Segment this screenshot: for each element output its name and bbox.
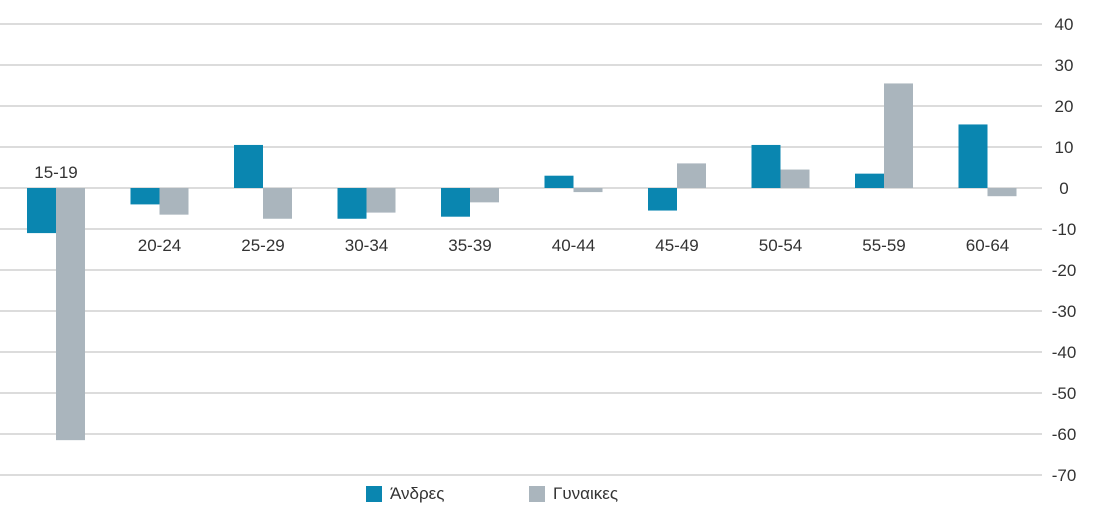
bar-men-55-59 [855, 173, 884, 188]
y-tick-label: -30 [1052, 302, 1077, 321]
category-label: 45-49 [655, 236, 698, 255]
category-labels: 15-19 20-24 25-29 30-34 35-39 40-44 45-49 50-54… [34, 163, 1009, 255]
legend-swatch-women [529, 486, 545, 502]
bar-women-35-39 [470, 188, 499, 203]
category-label: 20-24 [138, 236, 181, 255]
bar-men-30-34 [337, 188, 367, 219]
bar-men-50-54 [751, 144, 781, 188]
y-tick-label: 30 [1055, 56, 1074, 75]
bars [27, 83, 1017, 441]
y-tick-label: 20 [1055, 97, 1074, 116]
legend-label-men: Άνδρες [390, 484, 445, 503]
bar-men-40-44 [544, 175, 574, 188]
y-tick-label: 0 [1059, 179, 1068, 198]
legend-label-women: Γυναικες [553, 484, 619, 503]
bar-women-45-49 [677, 163, 706, 188]
bar-women-30-34 [366, 188, 396, 213]
legend: Άνδρες Γυναικες [0, 484, 1101, 508]
bar-men-15-19 [27, 188, 56, 234]
y-tick-label: -50 [1052, 384, 1077, 403]
y-tick-label: -10 [1052, 220, 1077, 239]
legend-swatch-men [366, 486, 382, 502]
y-tick-label: -60 [1052, 425, 1077, 444]
category-label: 15-19 [34, 163, 77, 182]
y-tick-label: 40 [1055, 15, 1074, 34]
bar-men-20-24 [130, 188, 160, 205]
category-label: 30-34 [345, 236, 388, 255]
bar-men-60-64 [958, 124, 988, 188]
category-label: 60-64 [966, 236, 1009, 255]
category-label: 50-54 [759, 236, 802, 255]
bar-women-20-24 [159, 188, 189, 215]
bar-women-55-59 [884, 83, 913, 188]
bar-women-50-54 [780, 169, 810, 188]
y-tick-label: -20 [1052, 261, 1077, 280]
bar-women-25-29 [263, 188, 292, 219]
y-tick-label: 10 [1055, 138, 1074, 157]
category-label: 35-39 [448, 236, 491, 255]
legend-item-women: Γυναικες [529, 484, 618, 504]
y-tick-label: -70 [1052, 466, 1077, 485]
category-label: 40-44 [552, 236, 595, 255]
legend-item-men: Άνδρες [366, 484, 444, 504]
bar-women-40-44 [573, 188, 603, 193]
bar-men-35-39 [441, 188, 470, 217]
category-label: 55-59 [862, 236, 905, 255]
category-label: 25-29 [241, 236, 284, 255]
bar-men-25-29 [234, 144, 263, 188]
bar-women-15-19 [56, 188, 85, 441]
y-tick-label: -40 [1052, 343, 1077, 362]
y-axis-tick-labels: 40 30 20 10 0 -10 -20 -30 -40 -50 -60 -70 [1052, 15, 1077, 485]
grid-lines [0, 23, 1042, 476]
bar-men-45-49 [648, 188, 677, 211]
bar-women-60-64 [987, 188, 1017, 197]
